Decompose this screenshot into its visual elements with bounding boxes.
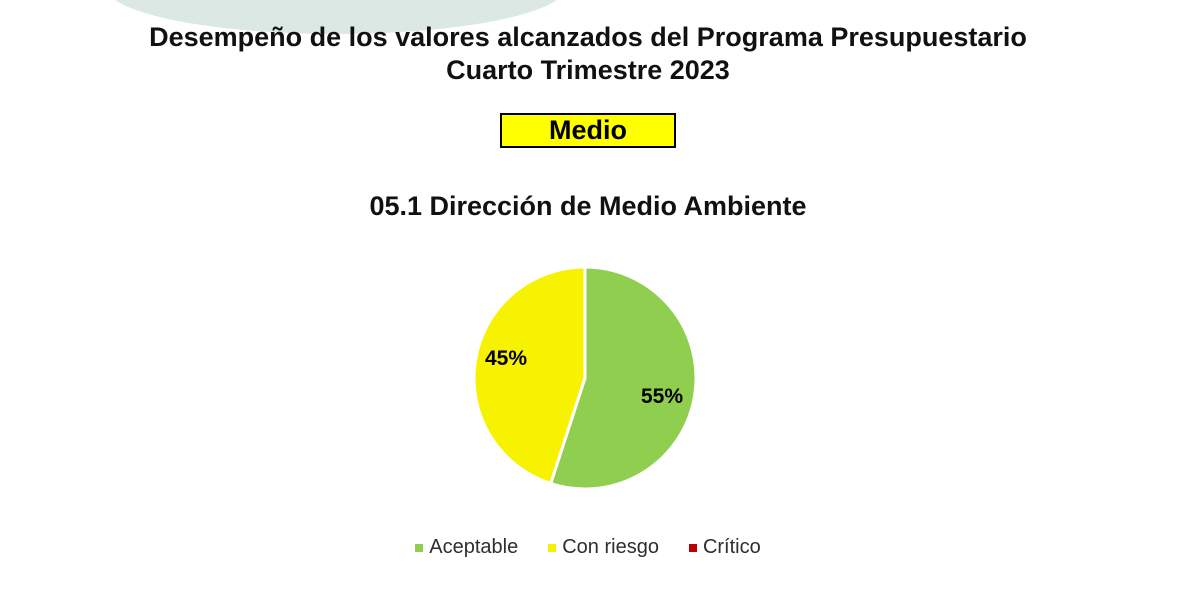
legend-label-critico: Crítico — [702, 536, 761, 558]
critico-swatch-icon — [688, 543, 697, 552]
pie-label-aceptable: 55% — [641, 385, 684, 408]
legend-item-aceptable: Aceptable — [415, 536, 518, 559]
aceptable-swatch-icon — [415, 543, 424, 552]
report-title: Desempeño de los valores alcanzados del … — [0, 21, 1176, 87]
legend-item-critico: Crítico — [688, 536, 761, 559]
legend-label-con-riesgo: Con riesgo — [562, 536, 659, 558]
chart-legend: Aceptable Con riesgo Crítico — [0, 536, 1176, 559]
report-title-line1: Desempeño de los valores alcanzados del … — [149, 22, 1027, 52]
status-badge: Medio — [500, 113, 676, 148]
section-title: 05.1 Dirección de Medio Ambiente — [369, 191, 807, 221]
legend-label-aceptable: Aceptable — [429, 536, 519, 558]
legend-item-con-riesgo: Con riesgo — [548, 536, 659, 559]
pie-chart: 45% 55% — [470, 263, 700, 493]
pie-label-con-riesgo: 45% — [485, 347, 528, 370]
report-title-line2: Cuarto Trimestre 2023 — [446, 55, 730, 85]
con-riesgo-swatch-icon — [548, 543, 557, 552]
pie-chart-svg — [472, 265, 698, 491]
status-badge-label: Medio — [549, 115, 627, 145]
